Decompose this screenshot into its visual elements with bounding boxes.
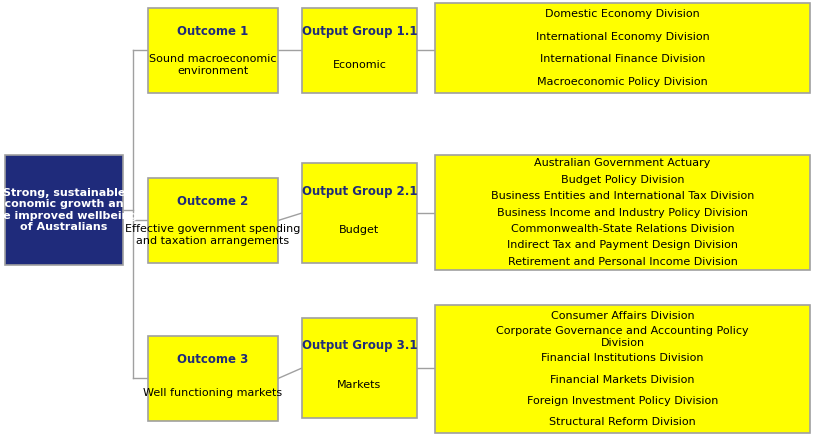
Text: Structural Reform Division: Structural Reform Division [549,417,696,427]
FancyBboxPatch shape [148,8,278,93]
Text: Economic: Economic [333,60,386,70]
FancyBboxPatch shape [435,3,810,93]
FancyBboxPatch shape [302,8,417,93]
Text: Outcome 3: Outcome 3 [177,353,248,366]
Text: Macroeconomic Policy Division: Macroeconomic Policy Division [537,77,708,87]
Text: Outcome 1: Outcome 1 [177,25,248,38]
Text: Effective government spending
and taxation arrangements: Effective government spending and taxati… [125,224,301,246]
Text: Foreign Investment Policy Division: Foreign Investment Policy Division [527,396,718,406]
Text: Markets: Markets [337,380,382,390]
Text: Indirect Tax and Payment Design Division: Indirect Tax and Payment Design Division [507,240,738,250]
Text: International Finance Division: International Finance Division [540,54,705,64]
Text: Consumer Affairs Division: Consumer Affairs Division [551,311,694,321]
FancyBboxPatch shape [435,155,810,270]
Text: Output Group 1.1: Output Group 1.1 [301,25,417,38]
FancyBboxPatch shape [435,305,810,433]
Text: Retirement and Personal Income Division: Retirement and Personal Income Division [507,257,738,267]
Text: Business Income and Industry Policy Division: Business Income and Industry Policy Divi… [497,208,748,217]
FancyBboxPatch shape [148,336,278,421]
FancyBboxPatch shape [302,163,417,263]
Text: Financial Institutions Division: Financial Institutions Division [541,353,703,363]
Text: Corporate Governance and Accounting Policy
Division: Corporate Governance and Accounting Poli… [496,326,749,348]
Text: Commonwealth-State Relations Division: Commonwealth-State Relations Division [511,224,734,234]
Text: Well functioning markets: Well functioning markets [144,388,283,398]
FancyBboxPatch shape [5,155,123,265]
Text: Budget: Budget [339,225,380,235]
Text: Output Group 3.1: Output Group 3.1 [301,340,417,352]
Text: Strong, sustainable
economic growth and
the improved wellbeing
of Australians: Strong, sustainable economic growth and … [0,187,138,232]
Text: International Economy Division: International Economy Division [536,32,709,42]
Text: Australian Government Actuary: Australian Government Actuary [534,158,711,168]
Text: Business Entities and International Tax Division: Business Entities and International Tax … [491,191,754,201]
Text: Financial Markets Division: Financial Markets Division [551,375,694,385]
Text: Outcome 2: Outcome 2 [177,195,248,208]
Text: Output Group 2.1: Output Group 2.1 [301,184,417,198]
Text: Budget Policy Division: Budget Policy Division [560,175,685,185]
FancyBboxPatch shape [148,178,278,263]
Text: Domestic Economy Division: Domestic Economy Division [545,9,700,19]
Text: Sound macroeconomic
environment: Sound macroeconomic environment [150,54,277,76]
FancyBboxPatch shape [302,318,417,418]
